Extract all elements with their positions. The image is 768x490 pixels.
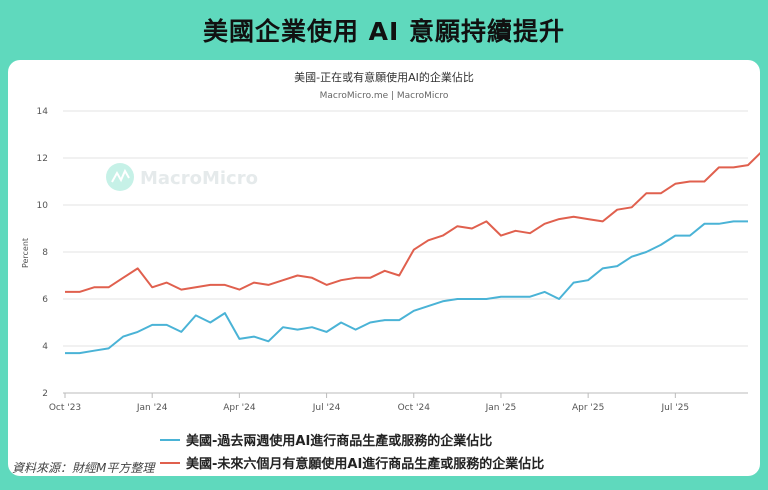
chart-panel: 美國-正在或有意願使用AI的企業佔比 MacroMicro.me | Macro… xyxy=(8,60,760,476)
y-tick-label: 10 xyxy=(37,201,49,211)
page-title: 美國企業使用 AI 意願持續提升 xyxy=(202,17,566,46)
chart-subtitle: MacroMicro.me | MacroMicro xyxy=(320,91,449,101)
y-axis: 2 4 6 8 10 12 14 xyxy=(37,107,49,399)
y-tick-label: 8 xyxy=(42,248,48,258)
watermark-text: MacroMicro xyxy=(140,168,258,189)
legend-label: 美國-未來六個月有意願使用AI進行商品生產或服務的企業佔比 xyxy=(186,456,544,472)
x-tick-label: Jul '24 xyxy=(312,403,341,413)
y-tick-label: 2 xyxy=(42,389,48,399)
x-tick-label: Jan '24 xyxy=(136,403,168,413)
legend: 美國-過去兩週使用AI進行商品生產或服務的企業佔比美國-未來六個月有意願使用AI… xyxy=(160,433,544,472)
watermark-logo-mark xyxy=(111,168,130,183)
series-line-1 xyxy=(65,220,748,355)
line-chart: 美國-正在或有意願使用AI的企業佔比 MacroMicro.me | Macro… xyxy=(21,70,760,472)
y-axis-label: Percent xyxy=(21,238,30,268)
y-tick-label: 12 xyxy=(37,154,48,164)
x-tick-label: Apr '25 xyxy=(572,403,604,413)
watermark-logo-icon xyxy=(106,163,134,191)
y-tick-label: 4 xyxy=(42,342,48,352)
x-tick-label: Jan '25 xyxy=(485,403,517,413)
series-line-2 xyxy=(65,151,760,293)
x-tick-label: Jul '25 xyxy=(661,403,690,413)
banner: 美國企業使用 AI 意願持續提升 xyxy=(0,0,768,60)
y-tick-label: 14 xyxy=(37,107,49,117)
source-note: 資料來源：財經M平方整理 xyxy=(12,461,155,475)
chart-title: 美國-正在或有意願使用AI的企業佔比 xyxy=(294,70,474,84)
series-lines xyxy=(65,151,760,355)
x-tick-label: Oct '23 xyxy=(49,403,81,413)
x-tick-label: Oct '24 xyxy=(398,403,431,413)
watermark: MacroMicro xyxy=(106,163,258,191)
x-tick-label: Apr '24 xyxy=(223,403,256,413)
y-tick-label: 6 xyxy=(42,295,48,305)
x-axis: Oct '23 Jan '24 Apr '24 Jul '24 Oct '24 Jan '… xyxy=(49,392,748,413)
legend-label: 美國-過去兩週使用AI進行商品生產或服務的企業佔比 xyxy=(186,433,492,449)
